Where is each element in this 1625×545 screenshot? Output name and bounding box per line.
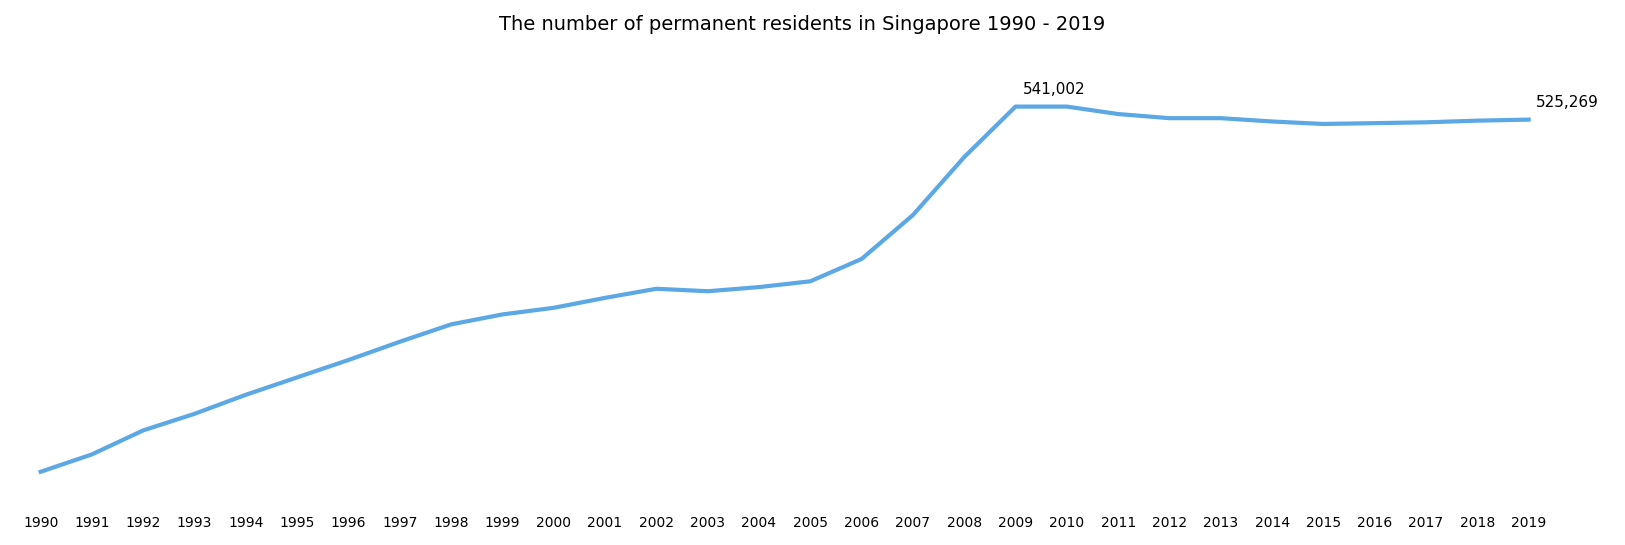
Title: The number of permanent residents in Singapore 1990 - 2019: The number of permanent residents in Sin… [499,15,1105,34]
Text: 525,269: 525,269 [1536,95,1599,110]
Text: 541,002: 541,002 [1024,82,1086,96]
